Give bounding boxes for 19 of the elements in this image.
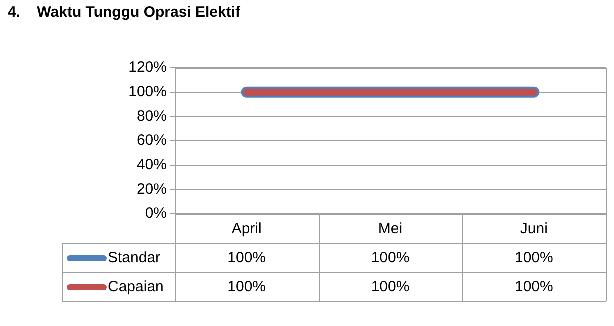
data-label: 100% [371,278,410,296]
data-label: 100% [228,250,266,267]
data-label: 100% [514,250,554,267]
chart-title: 4. Waktu Tunggu Oprasi Elektif [8,4,241,21]
y-tick-label: 120% [128,59,167,76]
y-tick-label: 0% [145,205,167,222]
x-tick-label: Mei [378,220,403,238]
x-tick-label: April [232,220,262,238]
data-label: 100% [371,250,410,267]
legend-label: Capaian [108,278,164,296]
y-tick-label: 40% [136,156,167,174]
y-tick-label: 80% [136,108,167,125]
y-tick-label: 60% [136,132,167,150]
legend-label: Standar [108,250,161,267]
data-label: 100% [228,278,266,296]
x-tick-label: Juni [520,220,548,238]
y-tick-label: 100% [128,83,167,100]
data-label: 100% [514,278,554,296]
y-tick-label: 20% [136,180,167,198]
